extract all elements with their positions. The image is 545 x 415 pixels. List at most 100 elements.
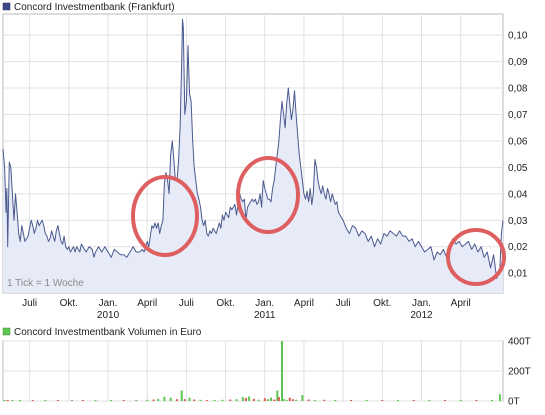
volume-bar [257,399,260,401]
price-y-tick-label: 0,09 [508,57,528,68]
price-legend-swatch [2,2,11,11]
volume-bar [475,400,478,401]
price-y-tick-label: 0,06 [508,136,528,147]
volume-bar [288,397,291,401]
volume-y-tick-label: 200T [508,367,531,378]
volume-bar [285,399,288,401]
volume-bar [146,399,149,401]
volume-bars [3,341,501,402]
volume-bar [273,399,276,401]
volume-bar [221,399,224,401]
volume-bar [277,397,280,401]
price-x-tick-label: April [451,298,471,309]
price-y-tick-label: 0,03 [508,216,528,227]
volume-bar [135,400,138,401]
annotation-circle [446,228,506,286]
volume-bar [176,399,178,401]
price-y-ticks: 0,01 0,02 0,03 0,04 0,05 0,06 0,07 0,08 0,09 0,10 [508,31,528,280]
price-x-tick-label: Jan. [412,298,431,309]
price-chart: Concord Investmentbank (Frankfurt) 1 Tic… [2,2,528,321]
volume-bar [152,399,155,401]
volume-bar [169,397,172,401]
price-y-tick-label: 0,05 [508,163,528,174]
volume-bar [412,400,415,401]
price-y-tick-label: 0,04 [508,189,528,200]
volume-bar [235,399,238,401]
volume-bar [3,400,6,401]
volume-bar [31,400,34,401]
annotation-circle [131,175,199,257]
volume-bar [444,400,446,401]
volume-bar [397,400,399,401]
volume-bar [56,400,59,401]
volume-bar [270,397,272,401]
volume-bar [229,399,232,401]
price-y-tick-label: 0,01 [508,269,528,280]
volume-bar [44,400,47,401]
volume-bar [11,400,14,401]
volume-bar [6,400,9,401]
volume-bar [81,400,84,401]
volume-bar [94,400,97,401]
price-x-tick-label: Okt. [373,298,391,309]
price-y-tick-label: 0,02 [508,242,528,253]
volume-bar [183,399,186,401]
volume-bar [282,398,285,401]
volume-bar [498,394,501,402]
volume-bar [213,400,216,401]
volume-bar [491,400,493,401]
volume-bar [266,399,269,401]
price-y-tick-label: 0,10 [508,31,528,42]
price-x-tick-label: April [137,298,157,309]
volume-bar [307,399,310,401]
volume-y-tick-label: 0T [508,397,520,408]
volume-bar [180,390,183,401]
volume-y-ticks: 0T 200T 400T [508,337,531,408]
price-x-tick-label: Okt. [60,298,78,309]
volume-bar [365,400,368,401]
price-x-tick-label: Juli [179,298,194,309]
price-x-tick-year: 2011 [254,310,276,321]
volume-bar [313,400,316,401]
price-x-tick-label: Juli [22,298,37,309]
volume-bar [295,399,298,401]
volume-bar [334,400,337,401]
volume-chart: Concord Investmentbank Volumen in Euro 0… [2,327,531,408]
price-x-tick-label: Okt. [216,298,234,309]
price-chart-title: Concord Investmentbank (Frankfurt) [14,2,175,13]
volume-bar [323,399,326,401]
volume-bar [71,400,73,401]
price-x-tick-label: Jan. [99,298,118,309]
price-area [3,19,503,294]
price-x-tick-year: 2012 [410,310,433,321]
annotation-circles [131,156,506,286]
volume-bar [381,400,384,401]
volume-bar [244,398,247,401]
volume-bar [263,398,266,401]
price-x-tick-label: Jan. [255,298,274,309]
volume-bar [350,400,352,401]
volume-bar [241,397,244,401]
price-y-tick-label: 0,08 [508,84,528,95]
volume-bar [459,400,462,401]
volume-legend-swatch [2,327,11,336]
volume-bar [428,400,431,401]
volume-bar [301,395,304,401]
volume-bar [157,398,160,401]
price-line [2,18,504,279]
volume-bar [188,397,191,401]
volume-bar [193,399,196,401]
volume-bar [292,399,294,401]
volume-bar [276,390,279,401]
volume-bar [19,400,22,401]
volume-bar [248,396,251,401]
price-y-tick-label: 0,07 [508,110,528,121]
volume-bar [110,400,113,401]
volume-bar [122,400,125,401]
price-x-tick-year: 2010 [97,310,120,321]
tick-interval-note: 1 Tick = 1 Woche [7,278,84,289]
volume-bar [252,398,255,401]
volume-bar [281,341,283,401]
